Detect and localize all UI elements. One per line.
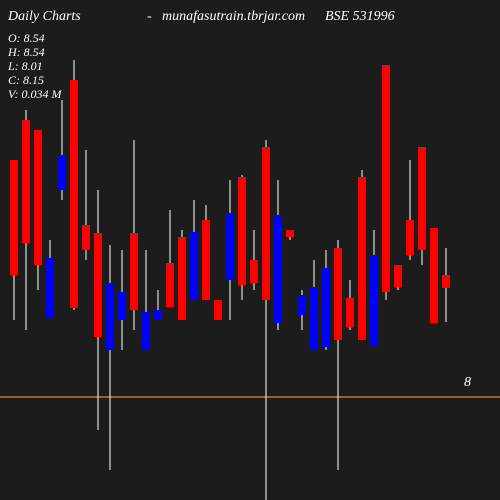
candles bbox=[10, 60, 450, 500]
candle-body bbox=[202, 220, 210, 300]
candle-body bbox=[406, 220, 414, 255]
candle-body bbox=[130, 233, 138, 310]
candle-body bbox=[10, 160, 18, 275]
info-line: V: 0.034 M bbox=[8, 87, 63, 101]
candle-body bbox=[358, 177, 366, 340]
info-line: O: 8.54 bbox=[8, 31, 45, 45]
candle-body bbox=[418, 147, 426, 250]
candle-body bbox=[226, 213, 234, 280]
site: munafasutrain.tbrjar.com bbox=[162, 9, 305, 24]
candle-body bbox=[34, 130, 42, 265]
candle-body bbox=[346, 298, 354, 327]
candle-body bbox=[310, 287, 318, 350]
chart-title: Daily Charts bbox=[7, 9, 81, 24]
candle-body bbox=[46, 258, 54, 318]
candle-body bbox=[322, 268, 330, 347]
candle-body bbox=[214, 300, 222, 320]
candle-body bbox=[370, 255, 378, 345]
candle-body bbox=[286, 230, 294, 237]
right-label: 8 bbox=[464, 375, 471, 390]
info-line: L: 8.01 bbox=[7, 59, 43, 73]
candle-body bbox=[58, 155, 66, 190]
candle-body bbox=[154, 310, 162, 320]
candle-body bbox=[22, 120, 30, 243]
info-line: H: 8.54 bbox=[7, 45, 45, 59]
info-line: C: 8.15 bbox=[8, 73, 44, 87]
candle-body bbox=[298, 295, 306, 315]
candle-body bbox=[382, 65, 390, 292]
symbol: BSE 531996 bbox=[325, 9, 395, 24]
candle-body bbox=[334, 248, 342, 340]
candle-body bbox=[70, 80, 78, 308]
candle-body bbox=[430, 228, 438, 323]
candle-body bbox=[394, 265, 402, 287]
candle-body bbox=[106, 283, 114, 350]
candle-body bbox=[166, 263, 174, 307]
candle-body bbox=[262, 147, 270, 300]
candle-body bbox=[238, 177, 246, 285]
separator: - bbox=[147, 9, 152, 24]
candle-body bbox=[250, 260, 258, 283]
candle-body bbox=[118, 292, 126, 320]
candle-body bbox=[94, 233, 102, 337]
candle-body bbox=[274, 215, 282, 323]
candle-body bbox=[442, 275, 450, 288]
candle-body bbox=[190, 232, 198, 300]
candle-body bbox=[178, 237, 186, 320]
candle-body bbox=[142, 312, 150, 350]
candle-body bbox=[82, 225, 90, 250]
